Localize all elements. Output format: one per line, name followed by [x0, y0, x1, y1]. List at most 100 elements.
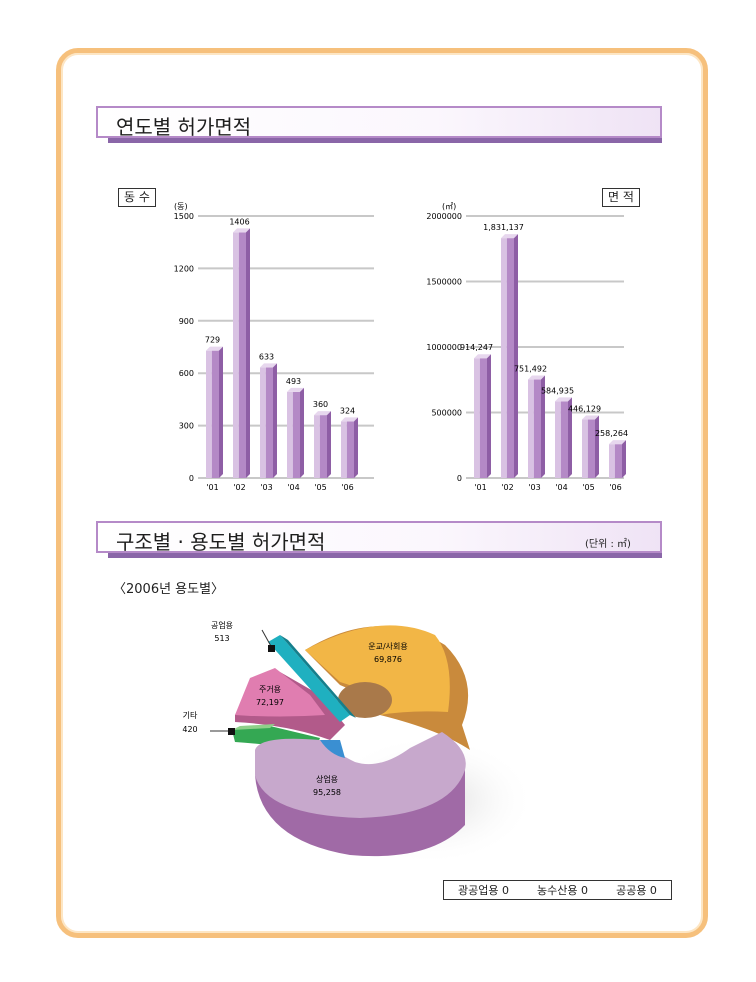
x-tick-label: '06 [609, 483, 621, 492]
y-unit-label: (㎡) [442, 202, 456, 211]
leader-marker [228, 728, 235, 735]
area-bar-chart: (㎡) 0 500000 1000000 1500000 2000000 914,247 '0… [426, 202, 628, 492]
y-tick-label: 300 [179, 422, 194, 431]
bar-side [327, 411, 331, 478]
legend-item: 공공용 0 [616, 884, 657, 897]
label-education: 운교/사회용 [368, 642, 408, 651]
area-chart-label: 면 적 [602, 188, 640, 207]
data-label: 584,935 [541, 386, 574, 395]
bar [560, 401, 568, 478]
bar-highlight [555, 401, 561, 478]
legend-item: 광공업용 0 [458, 884, 509, 897]
bar-highlight [341, 421, 347, 478]
data-label: 914,247 [460, 343, 493, 352]
y-tick-label: 2000000 [426, 212, 462, 221]
x-tick-label: '03 [260, 483, 272, 492]
bar [211, 350, 219, 478]
bar [533, 379, 541, 478]
use-pie-chart: 공업용 513 운교/사회용 69,876 주거용 72,197 기타 420 … [182, 621, 535, 865]
bar-top [206, 346, 223, 351]
y-tick-label: 500000 [431, 409, 462, 418]
y-unit-label: (동) [174, 202, 188, 211]
bar-top [555, 397, 572, 402]
data-label: 729 [205, 336, 220, 345]
bar [506, 238, 514, 478]
data-label: 446,129 [568, 405, 601, 414]
yearly-section-title: 연도별 허가면적 [96, 106, 662, 143]
bar-highlight [314, 415, 320, 478]
structure-title-text: 구조별 · 용도별 허가면적 [116, 530, 326, 554]
count-bar-chart: (동) 0 300 600 900 1200 1500 729 '01 1406 '02 633 '03… [174, 202, 374, 492]
y-tick-label: 0 [457, 474, 462, 483]
x-tick-label: '01 [206, 483, 218, 492]
bar-side [595, 415, 599, 478]
bar-top [260, 363, 277, 368]
legend-item: 농수산용 0 [537, 884, 589, 897]
bar-highlight [474, 358, 480, 478]
value-other: 420 [182, 725, 197, 734]
bar [479, 358, 487, 478]
yearly-title-text: 연도별 허가면적 [116, 115, 252, 139]
x-tick-label: '02 [233, 483, 245, 492]
bar [346, 421, 354, 478]
pie-slice-residential [235, 668, 325, 717]
bar-highlight [609, 444, 615, 478]
label-other: 기타 [183, 711, 198, 720]
bar [319, 415, 327, 478]
page-frame [56, 48, 708, 938]
use-subtitle: 〈2006년 용도별〉 [113, 582, 225, 597]
bar-side [514, 234, 518, 478]
label-commercial: 상업용 [316, 774, 338, 784]
bar-side [622, 440, 626, 478]
y-tick-label: 1000000 [426, 343, 462, 352]
label-residential: 주거용 [259, 685, 281, 694]
pie-slice-other-top [232, 724, 275, 730]
pie-slice-industrial [268, 635, 350, 722]
bar [292, 391, 300, 478]
bar-top [501, 234, 518, 239]
bar-highlight [260, 367, 266, 478]
leader-marker [268, 645, 275, 652]
bar-top [582, 415, 599, 420]
bar-top [233, 228, 250, 233]
bar-top [341, 417, 358, 422]
pie-slice-commercial-side [255, 768, 465, 857]
value-education: 69,876 [374, 655, 402, 664]
pie-slice-education-top [305, 625, 450, 715]
data-label: 360 [313, 400, 328, 409]
y-tick-label: 900 [179, 317, 194, 326]
count-chart-label: 동 수 [118, 188, 156, 207]
x-tick-label: '05 [582, 483, 594, 492]
bar [614, 444, 622, 478]
bar-highlight [206, 350, 212, 478]
structure-section-title: 구조별 · 용도별 허가면적 [96, 521, 662, 558]
title-shadow [108, 138, 662, 143]
footer-legend: 광공업용 0 농수산용 0 공공용 0 [443, 880, 672, 900]
label-industrial: 공업용 [211, 621, 233, 630]
unit-note: (단위 : ㎡) [585, 539, 631, 550]
data-label: 1406 [229, 217, 249, 226]
x-tick-label: '01 [474, 483, 486, 492]
bar-top [287, 387, 304, 392]
value-residential: 72,197 [256, 698, 284, 707]
y-tick-label: 0 [189, 474, 194, 483]
bar-top [528, 375, 545, 380]
bar-highlight [528, 379, 534, 478]
pie-hole-shade [338, 682, 392, 718]
y-tick-label: 600 [179, 369, 194, 378]
x-tick-label: '04 [555, 483, 567, 492]
bar-top [474, 354, 491, 359]
bar [587, 419, 595, 478]
bar-highlight [501, 238, 507, 478]
pie-slice-industrial-side [280, 635, 356, 718]
data-label: 258,264 [595, 429, 628, 438]
value-commercial: 95,258 [313, 788, 341, 797]
y-tick-label: 1200 [174, 264, 194, 273]
bar-highlight [233, 232, 239, 478]
pie-slice-commercial [255, 732, 466, 818]
y-tick-label: 1500000 [426, 278, 462, 287]
value-industrial: 513 [214, 634, 229, 643]
bar-side [273, 363, 277, 478]
bar-top [314, 411, 331, 416]
bar-side [541, 375, 545, 478]
